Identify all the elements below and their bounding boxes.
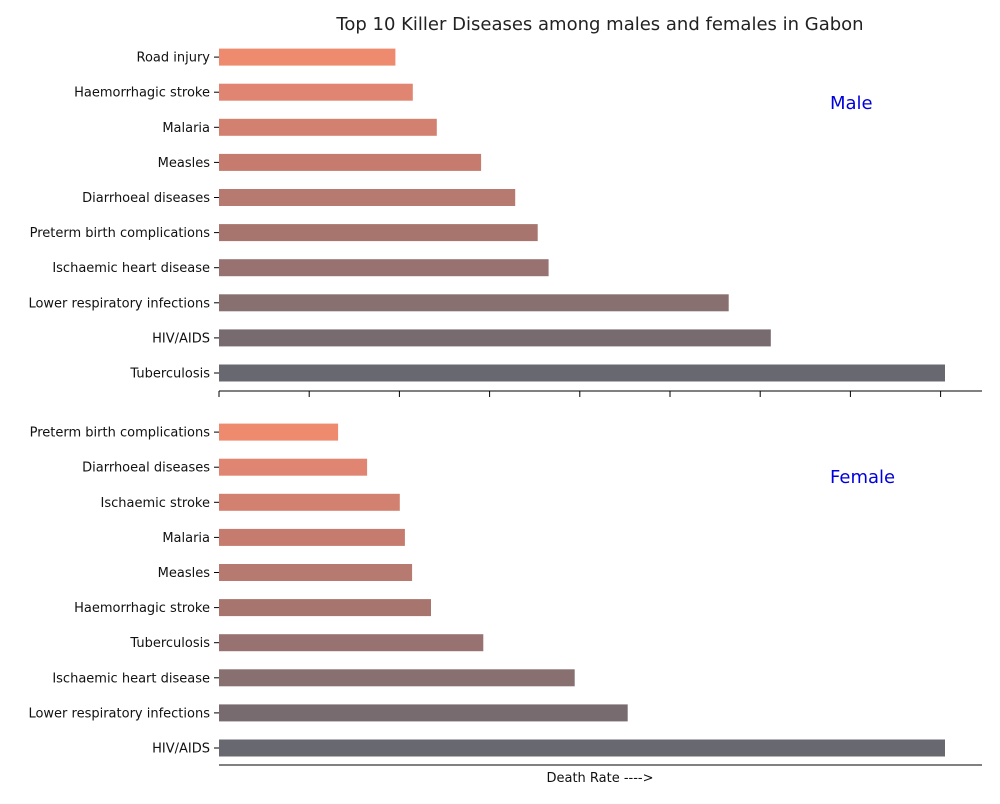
- chart-panel-male: Tuberculosis HIV/AIDS Lower respiratory in…: [28, 48, 982, 397]
- x-axis-label: Death Rate ---->: [546, 771, 653, 786]
- bar-male-9: [219, 83, 413, 101]
- y-tick-label: Diarrhoeal diseases: [82, 461, 210, 476]
- y-tick-label: Tuberculosis: [129, 636, 210, 651]
- bar-female-7: [219, 528, 405, 546]
- bar-female-8: [219, 493, 400, 511]
- y-tick-label: Malaria: [162, 531, 210, 546]
- bar-male-7: [219, 153, 482, 171]
- bar-male-10: [219, 48, 396, 66]
- y-tick-label: HIV/AIDS: [152, 742, 210, 757]
- y-tick-label: Haemorrhagic stroke: [74, 86, 210, 101]
- y-tick-label: Lower respiratory infections: [28, 706, 210, 721]
- bar-female-4: [219, 634, 484, 652]
- bar-female-6: [219, 564, 413, 581]
- chart-title: Top 10 Killer Diseases among males and f…: [335, 14, 863, 35]
- bar-male-4: [219, 259, 549, 277]
- bar-male-6: [219, 189, 516, 206]
- bar-female-2: [219, 704, 628, 722]
- panel-label-female: Female: [830, 467, 895, 488]
- y-tick-label: Haemorrhagic stroke: [74, 601, 210, 616]
- bar-male-2: [219, 329, 771, 347]
- bar-male-3: [219, 294, 729, 312]
- y-tick-label: Road injury: [137, 51, 211, 66]
- bar-female-9: [219, 458, 368, 476]
- bar-female-10: [219, 423, 339, 441]
- y-tick-label: Measles: [158, 566, 211, 581]
- chart-panel-female: HIV/AIDS Lower respiratory infections Isch…: [28, 423, 982, 766]
- panel-label-male: Male: [830, 93, 873, 114]
- y-tick-label: Preterm birth complications: [30, 226, 211, 241]
- bar-male-8: [219, 118, 437, 136]
- y-tick-label: Ischaemic stroke: [101, 496, 210, 511]
- bar-female-3: [219, 669, 575, 687]
- y-tick-label: Tuberculosis: [129, 367, 210, 382]
- bar-male-5: [219, 224, 538, 242]
- y-tick-label: Ischaemic heart disease: [52, 671, 210, 686]
- y-tick-label: Malaria: [162, 121, 210, 136]
- bar-female-1: [219, 739, 945, 757]
- y-tick-label: Ischaemic heart disease: [52, 261, 210, 276]
- y-tick-label: Measles: [158, 156, 211, 171]
- y-tick-label: Lower respiratory infections: [28, 296, 210, 311]
- bar-female-5: [219, 599, 431, 617]
- y-tick-label: Diarrhoeal diseases: [82, 191, 210, 206]
- chart-panels: Tuberculosis HIV/AIDS Lower respiratory in…: [28, 48, 982, 766]
- y-tick-label: Preterm birth complications: [30, 426, 211, 441]
- bar-male-1: [219, 364, 945, 382]
- y-tick-label: HIV/AIDS: [152, 331, 210, 346]
